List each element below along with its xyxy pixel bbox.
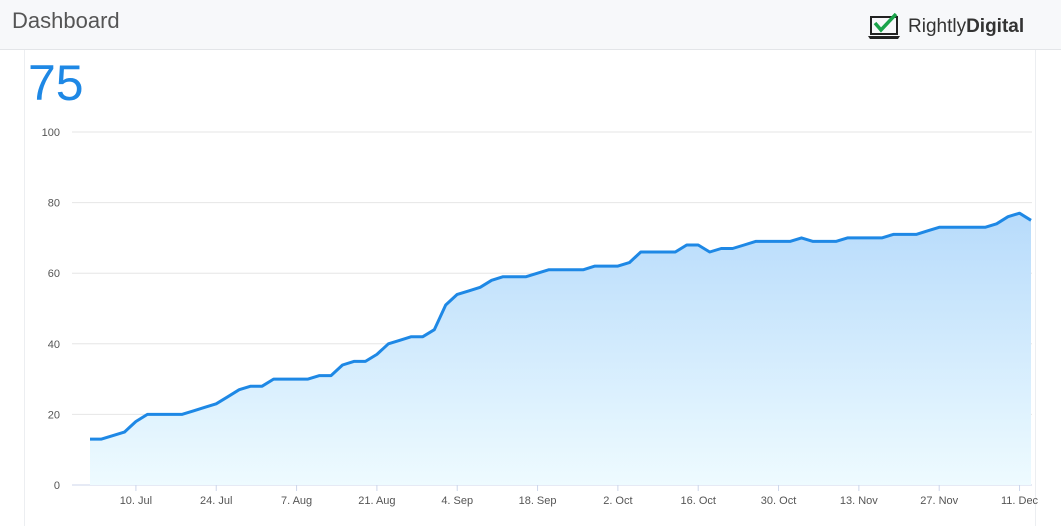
x-tick-label: 24. Jul — [200, 495, 232, 507]
logo[interactable]: RightlyDigital — [866, 12, 1024, 42]
x-tick-label: 2. Oct — [603, 495, 632, 507]
x-tick-label: 7. Aug — [281, 495, 312, 507]
x-tick-label: 27. Nov — [920, 495, 958, 507]
header: Dashboard RightlyDigital — [0, 0, 1061, 50]
x-tick-label: 16. Oct — [680, 495, 715, 507]
x-tick-label: 11. Dec — [1001, 495, 1039, 507]
area-fill — [90, 213, 1031, 485]
x-tick-label: 4. Sep — [441, 495, 473, 507]
logo-text: RightlyDigital — [908, 16, 1024, 38]
x-tick-label: 21. Aug — [358, 495, 395, 507]
current-value: 75 — [28, 55, 84, 111]
y-tick-label: 80 — [48, 198, 60, 210]
panel — [24, 50, 1036, 526]
y-tick-label: 60 — [48, 268, 60, 280]
logo-bold: Digital — [966, 16, 1025, 37]
y-tick-label: 40 — [48, 339, 60, 351]
x-tick-label: 13. Nov — [840, 495, 878, 507]
logo-icon — [868, 13, 900, 39]
x-tick-label: 10. Jul — [120, 495, 152, 507]
y-tick-label: 0 — [54, 480, 60, 492]
logo-light: Rightly — [908, 16, 967, 37]
x-tick-label: 30. Oct — [761, 495, 796, 507]
y-tick-label: 20 — [48, 409, 60, 421]
page-title: Dashboard — [12, 8, 120, 33]
area-line — [90, 211, 1032, 441]
x-tick-label: 18. Sep — [519, 495, 557, 507]
y-tick-label: 100 — [42, 127, 60, 139]
